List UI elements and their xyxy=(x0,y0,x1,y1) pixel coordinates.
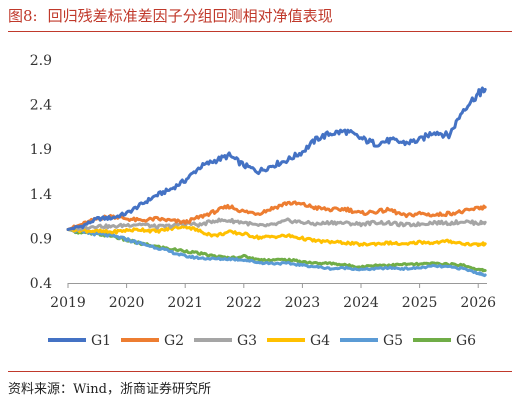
chart-legend: G1 G2 G3 G4 G5 G6 xyxy=(48,333,476,349)
line-chart: 2.9 2.4 1.9 1.4 0.9 0.4 2019 2020 2021 2022 2023 20… xyxy=(30,53,496,349)
title-rule xyxy=(8,31,512,32)
y-tick-label: 2.9 xyxy=(30,53,52,69)
series-line-g5 xyxy=(66,228,487,278)
x-tick-label: 2022 xyxy=(226,295,262,311)
series-line-g1 xyxy=(66,86,487,231)
x-tick-label: 2026 xyxy=(460,295,496,311)
chart-axes: 2.9 2.4 1.9 1.4 0.9 0.4 2019 2020 2021 2022 2023 20… xyxy=(30,53,496,311)
legend-label-g5: G5 xyxy=(383,333,403,349)
y-tick-label: 2.4 xyxy=(30,98,52,114)
x-tick-label: 2020 xyxy=(109,295,145,311)
series-line-g2 xyxy=(66,200,487,231)
source-note: 资料来源：Wind，浙商证券研究所 xyxy=(8,382,211,397)
legend-label-g4: G4 xyxy=(310,333,330,349)
legend-label-g3: G3 xyxy=(237,333,257,349)
y-tick-label: 1.9 xyxy=(30,142,52,158)
series-line-g4 xyxy=(66,223,487,247)
x-tick-label: 2025 xyxy=(402,295,438,311)
x-tick-label: 2019 xyxy=(50,295,86,311)
y-tick-label: 0.4 xyxy=(30,276,52,292)
chart-series xyxy=(66,86,487,278)
legend-label-g1: G1 xyxy=(91,333,111,349)
y-tick-label: 1.4 xyxy=(30,187,52,203)
figure-title-text: 回归残差标准差因子分组回测相对净值表现 xyxy=(47,7,333,25)
footer-rule xyxy=(8,371,512,372)
x-tick-label: 2024 xyxy=(343,295,379,311)
series-line-g3 xyxy=(66,217,487,231)
legend-label-g2: G2 xyxy=(164,333,184,349)
legend-label-g6: G6 xyxy=(456,333,476,349)
chart-title: 图8: 回归残差标准差因子分组回测相对净值表现 xyxy=(8,5,333,26)
x-tick-label: 2023 xyxy=(285,295,321,311)
x-tick-label: 2021 xyxy=(167,295,203,311)
y-tick-label: 0.9 xyxy=(30,231,52,247)
figure-label: 图8: xyxy=(8,7,38,25)
